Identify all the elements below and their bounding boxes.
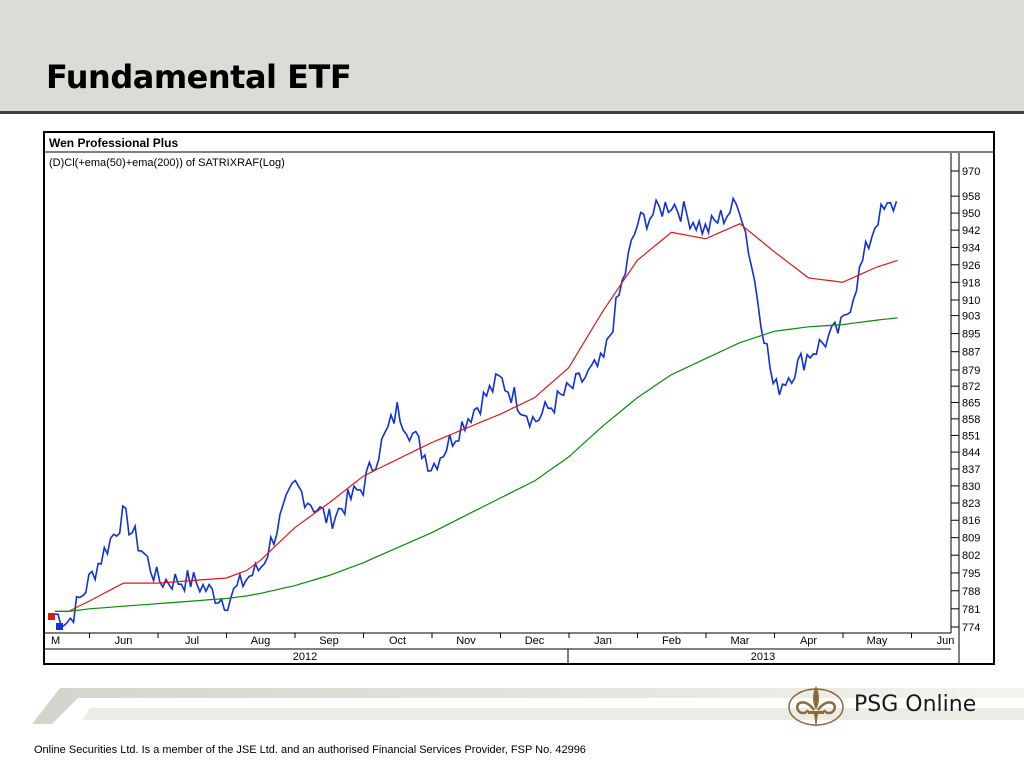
y-tick-label: 918	[962, 277, 980, 289]
y-tick-label: 816	[962, 515, 980, 527]
x-year-label: 2013	[751, 651, 775, 663]
chart-app-title: Wen Professional Plus	[49, 136, 178, 150]
y-tick-label: 950	[962, 208, 980, 220]
x-tick-label: M	[51, 635, 60, 647]
y-tick-label: 895	[962, 329, 980, 341]
y-tick-label: 809	[962, 533, 980, 545]
x-tick-label: Nov	[456, 635, 476, 647]
y-tick-label: 830	[962, 481, 980, 493]
y-tick-label: 781	[962, 604, 980, 616]
series-layer	[54, 196, 898, 628]
x-tick-label: Mar	[731, 635, 750, 647]
x-tick-label: Jun	[937, 635, 955, 647]
y-tick-label: 934	[962, 242, 980, 254]
marker-layer	[48, 613, 63, 630]
ema200-line	[55, 317, 898, 612]
x-tick-label: Apr	[800, 635, 817, 647]
y-tick-label: 970	[962, 166, 980, 178]
y-axis-ticks: 970 958 950 942 934 926 918 910 903 895 887 879 872 8…	[951, 166, 980, 634]
x-tick-label: May	[867, 635, 888, 647]
y-tick-label: 903	[962, 311, 980, 323]
x-tick-label: Oct	[389, 635, 406, 647]
price-line	[54, 196, 898, 628]
y-tick-label: 926	[962, 260, 980, 272]
chart-subtitle: (D)Cl(+ema(50)+ema(200)) of SATRIXRAF(Lo…	[49, 157, 285, 169]
disclaimer-text: Online Securities Ltd. Is a member of th…	[34, 744, 586, 756]
y-tick-label: 887	[962, 347, 980, 359]
x-tick-label: Feb	[662, 635, 681, 647]
x-tick-label: Aug	[251, 635, 271, 647]
y-tick-label: 910	[962, 295, 980, 307]
brand-name: PSG Online	[854, 692, 977, 717]
y-tick-label: 823	[962, 498, 980, 510]
y-tick-label: 879	[962, 365, 980, 377]
x-tick-label: Jan	[594, 635, 612, 647]
footer-swoosh	[32, 688, 1024, 724]
y-tick-label: 851	[962, 430, 980, 442]
y-tick-label: 788	[962, 586, 980, 598]
y-tick-label: 958	[962, 191, 980, 203]
blue-square-marker	[56, 623, 63, 630]
brand-logo: PSG Online	[784, 680, 1004, 734]
red-square-marker	[48, 613, 55, 620]
ema50-line	[55, 223, 898, 612]
header-band	[0, 0, 1024, 113]
y-tick-label: 942	[962, 225, 980, 237]
y-tick-label: 858	[962, 414, 980, 426]
y-tick-label: 795	[962, 568, 980, 580]
x-axis-ticks: M Jun Jul Aug Sep Oct Nov Dec Jan Feb Mar Apr May Jun…	[51, 633, 955, 663]
y-tick-label: 774	[962, 622, 980, 634]
chart-svg: Wen Professional Plus (D)Cl(+ema(50)+ema…	[45, 133, 993, 663]
x-year-label: 2012	[293, 651, 317, 663]
x-tick-label: Jul	[185, 635, 199, 647]
y-tick-label: 844	[962, 447, 980, 459]
y-tick-label: 802	[962, 550, 980, 562]
y-tick-label: 865	[962, 397, 980, 409]
chart-header-strip	[45, 133, 993, 152]
x-tick-label: Jun	[115, 635, 133, 647]
chart-frame: Wen Professional Plus (D)Cl(+ema(50)+ema…	[43, 131, 995, 665]
y-tick-label: 872	[962, 381, 980, 393]
x-tick-label: Sep	[319, 635, 339, 647]
header-rule	[0, 111, 1024, 114]
y-tick-label: 837	[962, 464, 980, 476]
x-tick-label: Dec	[525, 635, 545, 647]
fleur-de-lis-icon	[788, 686, 844, 728]
slide-title: Fundamental ETF	[46, 58, 352, 96]
